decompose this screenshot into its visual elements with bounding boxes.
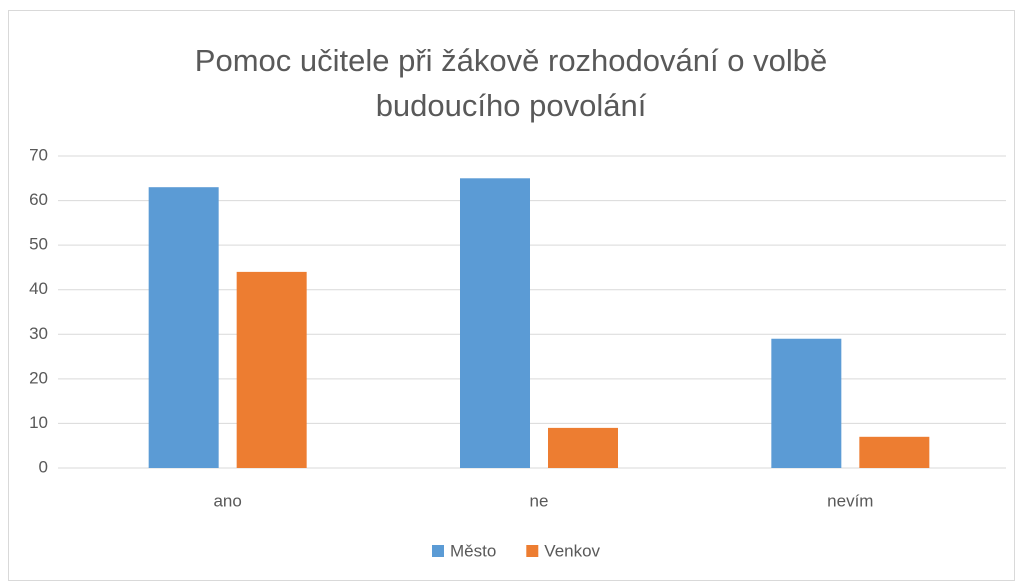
bar	[148, 187, 219, 468]
y-tick-label: 20	[29, 368, 48, 387]
y-tick-label: 40	[29, 279, 48, 298]
legend-label: Venkov	[544, 541, 600, 560]
bar	[236, 271, 307, 468]
x-tick-label: ne	[530, 491, 549, 510]
legend-swatch	[526, 545, 539, 557]
x-tick-label: nevím	[827, 491, 873, 510]
y-tick-label: 30	[29, 324, 48, 343]
bar	[771, 338, 842, 468]
x-tick-label: ano	[213, 491, 241, 510]
bar	[460, 178, 530, 469]
y-tick-label: 0	[39, 457, 48, 476]
legend-swatch	[432, 545, 444, 557]
y-tick-label: 50	[29, 235, 48, 254]
chart-title: Pomoc učitele při žákově rozhodování o v…	[194, 43, 828, 123]
bar	[859, 436, 930, 468]
y-tick-label: 10	[29, 413, 48, 432]
y-tick-label: 60	[29, 190, 48, 209]
bar	[548, 427, 618, 468]
legend-label: Město	[450, 541, 496, 560]
y-tick-label: 70	[29, 145, 48, 164]
